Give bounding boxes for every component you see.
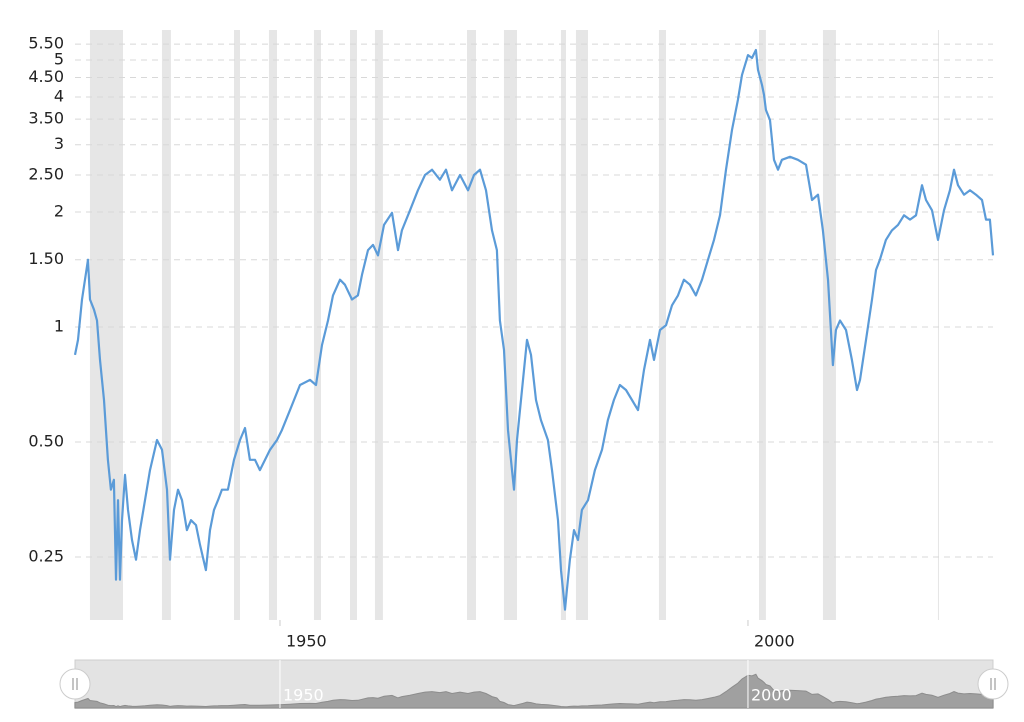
recession-band [349, 30, 358, 620]
y-tick-label: 1 [54, 316, 64, 335]
recession-band [658, 30, 666, 620]
y-tick-label: 5.50 [28, 34, 64, 53]
x-tick-label: 2000 [754, 632, 795, 651]
y-tick-label: 0.25 [28, 546, 64, 565]
y-tick-label: 5 [54, 49, 64, 68]
handle-circle [59, 668, 91, 700]
y-tick-label: 3.50 [28, 109, 64, 128]
recession-band [503, 30, 517, 620]
navigator [74, 659, 994, 709]
recession-band [560, 30, 567, 620]
navigator-handle[interactable] [977, 668, 1009, 700]
navigator-tick-label: 1950 [283, 686, 324, 705]
x-tick-label: 1950 [286, 632, 327, 651]
recession-band [466, 30, 476, 620]
navigator-tick-label: 2000 [751, 686, 792, 705]
recession-band [937, 30, 939, 620]
recession-band [822, 30, 836, 620]
y-tick-label: 4.50 [28, 67, 64, 86]
recession-band [161, 30, 171, 620]
y-tick-label: 2.50 [28, 164, 64, 183]
recession-band [313, 30, 321, 620]
y-tick-label: 1.50 [28, 249, 64, 268]
navigator-area [74, 673, 994, 709]
recession-band [374, 30, 383, 620]
recession-band [759, 30, 766, 620]
navigator-handle[interactable] [59, 668, 91, 700]
data-line [73, 48, 995, 611]
recession-band [268, 30, 277, 620]
y-tick-label: 4 [54, 86, 64, 105]
y-tick-label: 2 [54, 201, 64, 220]
recession-band [234, 30, 241, 620]
y-tick-label: 3 [54, 134, 64, 153]
y-tick-label: 0.50 [28, 431, 64, 450]
navigator-mask [75, 660, 993, 708]
recession-band [575, 30, 589, 620]
handle-circle [977, 668, 1009, 700]
